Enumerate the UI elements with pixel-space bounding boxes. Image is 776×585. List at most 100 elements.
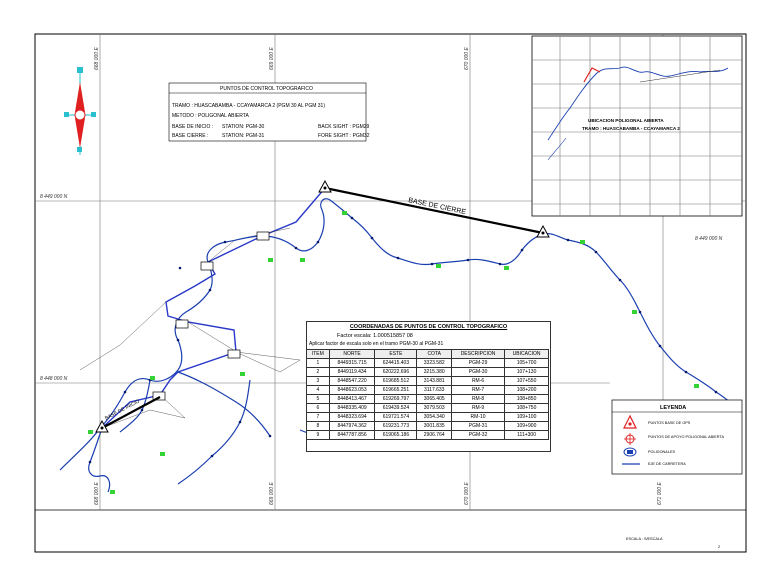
control-box-tramo: TRAMO : HUASCABAMBA - CCAYAMARCA 2 (PGM … <box>172 103 325 109</box>
table-cell: 105+700 <box>504 358 549 368</box>
table-cell: PGM-31 <box>450 421 506 431</box>
table-cell: 619269.797 <box>374 394 418 404</box>
table-cell: 619439.524 <box>374 403 418 413</box>
legend-item-support: PUNTOS DE APOYO POLIGONAL ABIERTA <box>648 435 724 439</box>
table-cell: 5 <box>306 394 330 404</box>
table-cell: 3215.380 <box>416 367 452 377</box>
table-row: 5 8448413.467 619269.797 3065.405 RM-8 108+85… <box>306 394 549 404</box>
table-cell: PGM-32 <box>450 430 506 440</box>
table-cell: 8448623.053 <box>328 385 376 395</box>
table-cell: 2906.764 <box>416 430 452 440</box>
table-cell: RM-7 <box>450 385 506 395</box>
control-box-base-cierre-station: STATION: PGM-31 <box>222 133 265 139</box>
table-cell: 3 <box>306 376 330 386</box>
table-cell: 620222.696 <box>374 367 418 377</box>
control-box-base-inicio: BASE DE INICIO : <box>172 124 213 130</box>
table-cell: PGM-29 <box>450 358 506 368</box>
table-cell: 111+300 <box>504 430 549 440</box>
col-ubicacion: UBICACION <box>504 349 549 359</box>
table-cell: PGM-30 <box>450 367 506 377</box>
grid-label-north-low: 8 448 000 N <box>40 376 68 382</box>
station-boxes <box>152 231 270 401</box>
col-este: ESTE <box>374 349 418 359</box>
table-cell: 107+130 <box>504 367 549 377</box>
table-cell: 7 <box>306 412 330 422</box>
table-row: 9 8447787.856 619065.186 2906.764 PGM-32 111+… <box>306 430 549 440</box>
coordinates-table: ITEM NORTE ESTE COTA DESCRIPCION UBICACI… <box>306 349 549 440</box>
grid-label-east-3: 670 000 E <box>464 47 470 70</box>
table-cell: 4 <box>306 385 330 395</box>
table-cell: 8449119.434 <box>328 367 376 377</box>
polygonal-traverse <box>101 187 544 429</box>
table-row: 4 8448623.053 619665.251 3117.633 RM-7 108+20… <box>306 385 549 395</box>
control-info-box: PUNTOS DE CONTROL TOPOGRAFICO TRAMO : HU… <box>168 82 370 142</box>
location-inset-map: UBICACION POLIGONAL ABIERTA TRAMO : HUAS… <box>531 35 743 217</box>
polygonal-legend-icon <box>623 447 637 457</box>
table-row: 2 8449119.434 620222.696 3215.380 PGM-30 107+… <box>306 367 549 377</box>
control-box-title: PUNTOS DE CONTROL TOPOGRAFICO <box>220 86 313 92</box>
gps-markers <box>88 211 699 494</box>
legend-item-gps: PUNTOS BASE DE GPS <box>648 421 691 425</box>
sheet-label: 2 <box>718 545 720 549</box>
gps-base-legend-icon <box>623 414 637 429</box>
table-cell: 9 <box>306 430 330 440</box>
table-row: 8 8447974.362 619231.773 3001.835 PGM-31 109+… <box>306 421 549 431</box>
north-arrow-icon <box>64 67 96 155</box>
table-cell: RM-10 <box>450 412 506 422</box>
control-box-base-cierre: BASE CIERRE : <box>172 133 208 139</box>
table-cell: 619065.186 <box>374 430 418 440</box>
table-cell: 8448547.220 <box>328 376 376 386</box>
base-cierre-line <box>324 186 544 235</box>
grid-label-east-3b: 670 000 E <box>464 482 470 505</box>
grid-label-north: 8 449 000 N <box>40 194 68 200</box>
table-cell: 8447974.362 <box>328 421 376 431</box>
grid-label-east-4: 671 000 E <box>657 482 663 505</box>
table-cell: 107+550 <box>504 376 549 386</box>
inset-label-1: UBICACION POLIGONAL ABIERTA <box>588 118 664 123</box>
table-row: 6 8448335.409 619439.524 3079.503 RM-9 108+75… <box>306 403 549 413</box>
table-cell: 3065.405 <box>416 394 452 404</box>
table-cell: 8447787.856 <box>328 430 376 440</box>
table-cell: 3323.582 <box>416 358 452 368</box>
grid-label-north-right: 8 449 000 N <box>695 236 723 242</box>
table-cell: 109+100 <box>504 412 549 422</box>
table-cell: RM-6 <box>450 376 506 386</box>
table-cell: 3054.340 <box>416 412 452 422</box>
table-header-row: ITEM NORTE ESTE COTA DESCRIPCION UBICACI… <box>306 349 549 359</box>
table-cell: 619685.512 <box>374 376 418 386</box>
road-points <box>88 216 718 464</box>
col-cota: COTA <box>416 349 452 359</box>
table-cell: 619721.574 <box>374 412 418 422</box>
grid-label-east-1: 668 000 E <box>94 47 100 70</box>
table-row: 1 8449315.715 624415.403 3323.582 PGM-29 105+… <box>306 358 549 368</box>
table-cell: 6 <box>306 403 330 413</box>
table-cell: 109+900 <box>504 421 549 431</box>
table-cell: 1 <box>306 358 330 368</box>
base-inicio-line <box>101 396 161 429</box>
construction-lines <box>79 227 301 429</box>
table-cell: 3001.835 <box>416 421 452 431</box>
coord-table-factor: Factor escala: 1.000515857 08 <box>337 333 413 339</box>
gps-base-triangle-icon <box>95 179 550 433</box>
legend-box: LEYENDA PUNTOS BASE DE GPS PUNTOS DE APO… <box>611 399 743 475</box>
table-cell: 619231.773 <box>374 421 418 431</box>
table-cell: 619665.251 <box>374 385 418 395</box>
table-row: 3 8448547.220 619685.512 3143.881 RM-6 107+55… <box>306 376 549 386</box>
col-item: ITEM <box>306 349 330 359</box>
control-box-back-sight: BACK SIGHT : PGM29 <box>318 124 370 130</box>
table-cell: 108+200 <box>504 385 549 395</box>
grid-label-east-2: 669 000 E <box>269 47 275 70</box>
table-cell: 2 <box>306 367 330 377</box>
coord-table-note: Aplicar factor de escala solo en el tram… <box>309 341 444 347</box>
control-box-fore-sight: FORE SIGHT : PGM32 <box>318 133 370 139</box>
control-box-metodo: METODO : POLIGONAL ABIERTA <box>172 113 249 119</box>
grid-label-east-2b: 669 000 E <box>269 482 275 505</box>
table-cell: 8448413.467 <box>328 394 376 404</box>
table-row: 7 8448323.694 619721.574 3054.340 RM-10 109+1… <box>306 412 549 422</box>
coord-table-title: COORDENADAS DE PUNTOS DE CONTROL TOPOGRA… <box>349 324 508 330</box>
table-cell: RM-9 <box>450 403 506 413</box>
table-cell: 3117.633 <box>416 385 452 395</box>
table-cell: 624415.403 <box>374 358 418 368</box>
table-cell: 3079.503 <box>416 403 452 413</box>
